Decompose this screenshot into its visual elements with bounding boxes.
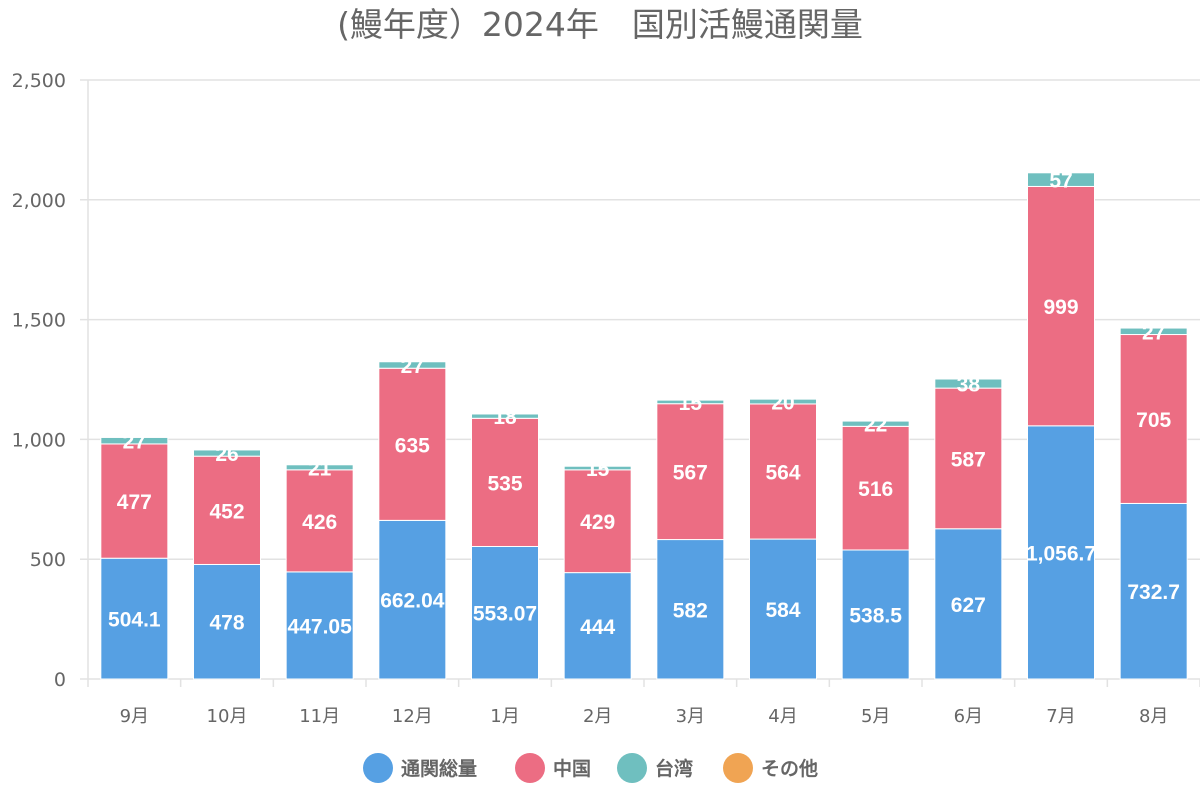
data-label: 584 bbox=[765, 599, 800, 622]
y-tick-label: 0 bbox=[54, 669, 66, 691]
bar-segment[interactable] bbox=[656, 403, 725, 541]
x-tick-label: 8月 bbox=[1139, 706, 1168, 727]
data-label: 477 bbox=[117, 491, 152, 514]
bar-segment[interactable] bbox=[563, 469, 632, 574]
data-label: 538.5 bbox=[849, 604, 902, 627]
data-label: 26 bbox=[215, 443, 238, 466]
bar-segment[interactable] bbox=[1119, 334, 1188, 504]
data-label: 18 bbox=[493, 406, 517, 429]
data-label: 15 bbox=[679, 392, 703, 415]
legend-swatch-icon bbox=[617, 753, 647, 783]
bar-segment[interactable] bbox=[471, 545, 539, 680]
x-tick-label: 12月 bbox=[392, 706, 433, 727]
data-label: 567 bbox=[673, 462, 708, 485]
bar-segment[interactable] bbox=[193, 449, 261, 457]
bar-segment[interactable] bbox=[934, 378, 1003, 389]
bar-segment[interactable] bbox=[378, 367, 447, 521]
data-label: 999 bbox=[1043, 296, 1078, 319]
data-label: 27 bbox=[123, 431, 146, 454]
bar-segment[interactable] bbox=[471, 417, 539, 547]
data-label: 635 bbox=[395, 434, 430, 457]
x-tick-label: 10月 bbox=[207, 706, 248, 727]
data-label: 535 bbox=[487, 472, 522, 495]
bar-segment[interactable] bbox=[471, 413, 539, 419]
bar-segment[interactable] bbox=[1027, 172, 1095, 187]
data-label: 587 bbox=[951, 448, 986, 471]
x-tick-label: 9月 bbox=[120, 706, 149, 727]
y-tick-label: 500 bbox=[30, 549, 66, 571]
data-label: 732.7 bbox=[1127, 581, 1180, 604]
bar-segment[interactable] bbox=[285, 571, 354, 680]
data-label: 429 bbox=[580, 511, 615, 534]
bar-segment[interactable] bbox=[749, 398, 817, 405]
bar-segment[interactable] bbox=[378, 361, 447, 369]
y-tick-label: 2,000 bbox=[12, 190, 66, 212]
legend-item[interactable]: 通関総量 bbox=[363, 753, 477, 783]
legend-item[interactable]: 中国 bbox=[515, 753, 591, 783]
data-label: 27 bbox=[1142, 321, 1165, 344]
legend-label: 通関総量 bbox=[401, 757, 477, 780]
y-tick-label: 2,500 bbox=[12, 70, 66, 92]
chart-title: (鰻年度）2024年 国別活鰻通関量 bbox=[337, 5, 863, 44]
data-label: 452 bbox=[209, 500, 244, 523]
x-tick-label: 2月 bbox=[583, 706, 612, 727]
bar-segment[interactable] bbox=[1027, 185, 1095, 427]
legend-label: 中国 bbox=[553, 757, 591, 780]
data-label: 27 bbox=[401, 355, 424, 378]
x-tick-label: 11月 bbox=[299, 706, 340, 727]
data-label: 553.07 bbox=[473, 603, 537, 626]
bar-segment[interactable] bbox=[656, 399, 725, 405]
data-label: 582 bbox=[673, 599, 708, 622]
data-label: 627 bbox=[951, 594, 986, 617]
bar-segment[interactable] bbox=[841, 420, 910, 427]
legend-item[interactable]: その他 bbox=[723, 753, 818, 783]
x-tick-label: 7月 bbox=[1046, 706, 1075, 727]
data-label: 57 bbox=[1049, 170, 1072, 193]
legend-swatch-icon bbox=[515, 753, 545, 783]
bar-segment[interactable] bbox=[841, 425, 910, 551]
legend-label: その他 bbox=[761, 757, 818, 780]
data-label: 1,056.7 bbox=[1026, 542, 1096, 565]
bar-segment[interactable] bbox=[193, 563, 261, 680]
bar-segment[interactable] bbox=[100, 436, 169, 445]
bar-segment[interactable] bbox=[1027, 425, 1095, 680]
bar-segment[interactable] bbox=[378, 519, 447, 680]
x-tick-label: 4月 bbox=[768, 706, 797, 727]
y-tick-label: 1,500 bbox=[12, 310, 66, 332]
x-tick-label: 6月 bbox=[954, 706, 983, 727]
data-label: 705 bbox=[1136, 409, 1171, 432]
x-tick-label: 3月 bbox=[676, 706, 705, 727]
data-label: 447.05 bbox=[288, 615, 353, 638]
y-tick-label: 1,000 bbox=[12, 429, 66, 451]
bar-segment[interactable] bbox=[656, 539, 725, 680]
data-label: 15 bbox=[586, 458, 610, 481]
bar-segment[interactable] bbox=[1119, 327, 1188, 336]
bar-segment[interactable] bbox=[749, 538, 817, 680]
data-label: 21 bbox=[308, 457, 332, 480]
data-label: 662.04 bbox=[380, 590, 445, 613]
bar-segment[interactable] bbox=[1119, 502, 1188, 680]
x-tick-label: 5月 bbox=[861, 706, 890, 727]
data-label: 478 bbox=[209, 612, 244, 635]
data-label: 516 bbox=[858, 478, 893, 501]
bar-segment[interactable] bbox=[934, 528, 1003, 680]
data-label: 444 bbox=[580, 616, 615, 639]
legend-swatch-icon bbox=[723, 753, 753, 783]
bar-segment[interactable] bbox=[563, 572, 632, 680]
x-tick-label: 1月 bbox=[490, 706, 519, 727]
data-label: 426 bbox=[302, 511, 337, 534]
legend-item[interactable]: 台湾 bbox=[617, 753, 693, 783]
data-label: 504.1 bbox=[108, 609, 161, 632]
legend-label: 台湾 bbox=[655, 757, 693, 780]
bar-segment[interactable] bbox=[563, 465, 632, 471]
bar-segment[interactable] bbox=[285, 464, 354, 471]
legend-swatch-icon bbox=[363, 753, 393, 783]
data-label: 38 bbox=[957, 374, 981, 397]
data-label: 564 bbox=[765, 462, 800, 485]
data-label: 20 bbox=[771, 392, 794, 415]
data-label: 22 bbox=[864, 414, 887, 437]
bar-segment[interactable] bbox=[749, 403, 817, 540]
